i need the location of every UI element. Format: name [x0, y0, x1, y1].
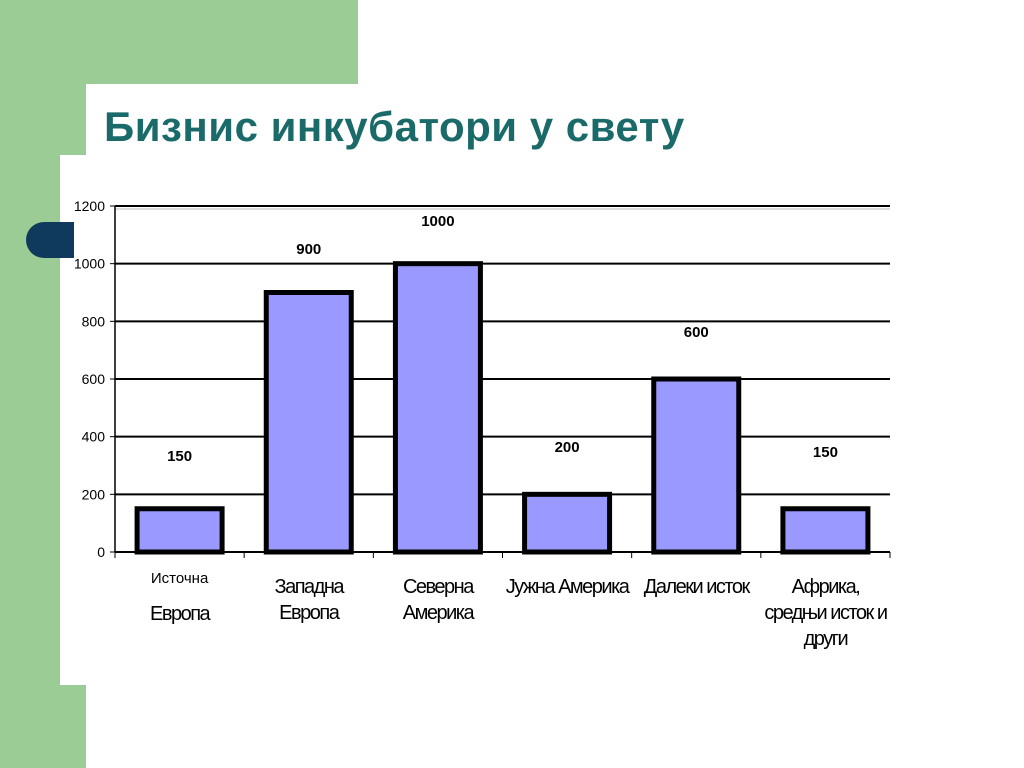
- bar: [134, 506, 225, 555]
- bar: [522, 491, 613, 555]
- category-label: Далеки исток: [644, 576, 751, 598]
- category-label: Америка: [403, 602, 476, 624]
- y-tick-label: 800: [82, 313, 106, 329]
- bar: [392, 261, 483, 555]
- y-tick-label: 400: [82, 429, 106, 445]
- data-label: 600: [684, 324, 709, 341]
- y-tick-label: 200: [82, 486, 106, 502]
- category-label: Европа: [150, 603, 212, 625]
- category-label: Северна: [403, 576, 475, 598]
- data-label: 150: [813, 444, 838, 461]
- chart-grid: [115, 205, 890, 496]
- data-label: 150: [167, 448, 192, 465]
- y-tick-label: 1200: [74, 198, 105, 214]
- slide-title: Бизнис инкубатори у свету: [104, 103, 685, 150]
- navy-accent-pill: [26, 222, 74, 258]
- data-label: 200: [555, 439, 580, 456]
- y-tick-label: 0: [97, 544, 105, 560]
- green-top-band: [0, 0, 358, 84]
- data-label: 900: [296, 241, 321, 258]
- bar: [651, 376, 742, 555]
- bar: [780, 506, 871, 555]
- bar: [263, 290, 354, 555]
- category-label: други: [804, 628, 848, 650]
- content-panel: [86, 84, 1024, 768]
- y-tick-label: 1000: [74, 256, 105, 272]
- chart-axes: 0 200 400 600 800 1000 1200: [74, 198, 891, 560]
- category-label: Западна: [275, 576, 346, 598]
- data-label: 1000: [421, 213, 454, 230]
- chart-labels: 150 Источна Европа 900 Западна Европа 1000 Севе…: [150, 213, 888, 650]
- category-label: Источна: [151, 570, 209, 587]
- category-label: средњи исток и: [764, 602, 886, 624]
- category-label: Јужна Америка: [506, 576, 631, 598]
- chart-bars: [134, 261, 871, 555]
- y-tick-label: 600: [82, 371, 106, 387]
- category-label: Африка,: [792, 576, 860, 598]
- category-label: Европа: [279, 602, 341, 624]
